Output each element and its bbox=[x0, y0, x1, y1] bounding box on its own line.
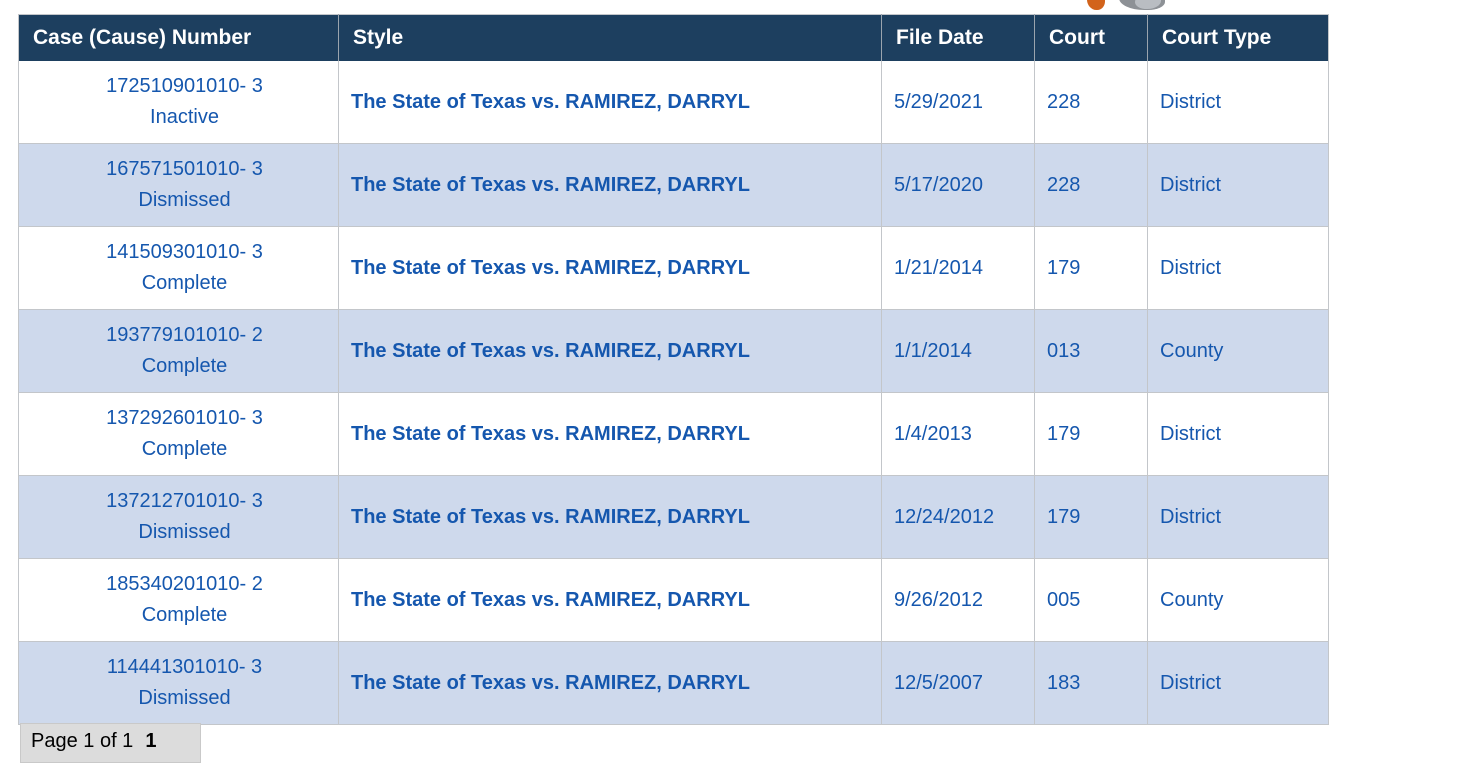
case-status-text: Complete bbox=[141, 355, 228, 377]
cell-case-number[interactable]: 137292601010- 3 Complete bbox=[18, 392, 339, 476]
cell-court-type: District bbox=[1147, 475, 1329, 559]
pagination-summary: Page 1 of 1 bbox=[31, 730, 134, 752]
pagination-current-page[interactable]: 1 bbox=[145, 730, 157, 752]
cell-file-date: 1/1/2014 bbox=[881, 309, 1035, 393]
case-status-text: Dismissed bbox=[138, 687, 231, 709]
cell-court: 013 bbox=[1034, 309, 1148, 393]
table-row[interactable]: 167571501010- 3 Dismissed The State of Tex… bbox=[18, 143, 1329, 227]
cell-court: 183 bbox=[1034, 641, 1148, 725]
cell-court: 228 bbox=[1034, 143, 1148, 227]
table-row[interactable]: 172510901010- 3 Inactive The State of Texa… bbox=[18, 61, 1329, 144]
table-header-row: Case (Cause) Number Style File Date Cour… bbox=[18, 14, 1329, 61]
case-search-results: Case (Cause) Number Style File Date Cour… bbox=[18, 14, 1329, 725]
cell-file-date: 9/26/2012 bbox=[881, 558, 1035, 642]
case-status-text: Complete bbox=[141, 438, 228, 460]
cell-court-type: District bbox=[1147, 641, 1329, 725]
site-logo-partial bbox=[1085, 0, 1181, 14]
cell-file-date: 5/29/2021 bbox=[881, 61, 1035, 144]
cell-file-date: 12/24/2012 bbox=[881, 475, 1035, 559]
cell-case-number[interactable]: 185340201010- 2 Complete bbox=[18, 558, 339, 642]
case-number-link[interactable]: 193779101010- 2 bbox=[106, 324, 263, 346]
table-row[interactable]: 193779101010- 2 Complete The State of Texa… bbox=[18, 309, 1329, 393]
cell-style[interactable]: The State of Texas vs. RAMIREZ, DARRYL bbox=[338, 475, 882, 559]
cell-case-number[interactable]: 193779101010- 2 Complete bbox=[18, 309, 339, 393]
logo-gray-highlight-icon bbox=[1135, 0, 1161, 9]
case-status-text: Inactive bbox=[150, 106, 219, 128]
cell-style[interactable]: The State of Texas vs. RAMIREZ, DARRYL bbox=[338, 641, 882, 725]
logo-orange-shape-icon bbox=[1087, 0, 1105, 10]
cell-court-type: District bbox=[1147, 226, 1329, 310]
cell-court: 228 bbox=[1034, 61, 1148, 144]
case-number-link[interactable]: 141509301010- 3 bbox=[106, 241, 263, 263]
cell-file-date: 1/21/2014 bbox=[881, 226, 1035, 310]
cell-court: 179 bbox=[1034, 226, 1148, 310]
cell-style[interactable]: The State of Texas vs. RAMIREZ, DARRYL bbox=[338, 558, 882, 642]
table-body: 172510901010- 3 Inactive The State of Texa… bbox=[18, 61, 1329, 725]
cell-file-date: 1/4/2013 bbox=[881, 392, 1035, 476]
cell-style[interactable]: The State of Texas vs. RAMIREZ, DARRYL bbox=[338, 309, 882, 393]
table-row[interactable]: 114441301010- 3 Dismissed The State of Tex… bbox=[18, 641, 1329, 725]
cell-court: 179 bbox=[1034, 392, 1148, 476]
cell-style[interactable]: The State of Texas vs. RAMIREZ, DARRYL bbox=[338, 61, 882, 144]
cell-court-type: County bbox=[1147, 558, 1329, 642]
logo-gray-shape-icon bbox=[1119, 0, 1165, 10]
table-row[interactable]: 137212701010- 3 Dismissed The State of Tex… bbox=[18, 475, 1329, 559]
table-header: Case (Cause) Number Style File Date Cour… bbox=[18, 14, 1329, 61]
column-header-file-date[interactable]: File Date bbox=[881, 14, 1035, 61]
case-status-text: Complete bbox=[141, 604, 228, 626]
case-results-table: Case (Cause) Number Style File Date Cour… bbox=[18, 14, 1329, 725]
cell-case-number[interactable]: 167571501010- 3 Dismissed bbox=[18, 143, 339, 227]
cell-style[interactable]: The State of Texas vs. RAMIREZ, DARRYL bbox=[338, 226, 882, 310]
column-header-court-type[interactable]: Court Type bbox=[1147, 14, 1329, 61]
cell-file-date: 12/5/2007 bbox=[881, 641, 1035, 725]
case-number-link[interactable]: 172510901010- 3 bbox=[106, 75, 263, 97]
cell-style[interactable]: The State of Texas vs. RAMIREZ, DARRYL bbox=[338, 143, 882, 227]
cell-case-number[interactable]: 141509301010- 3 Complete bbox=[18, 226, 339, 310]
column-header-case-number[interactable]: Case (Cause) Number bbox=[18, 14, 339, 61]
cell-court-type: District bbox=[1147, 143, 1329, 227]
table-row[interactable]: 141509301010- 3 Complete The State of Texa… bbox=[18, 226, 1329, 310]
cell-file-date: 5/17/2020 bbox=[881, 143, 1035, 227]
cell-court-type: District bbox=[1147, 392, 1329, 476]
cell-court: 005 bbox=[1034, 558, 1148, 642]
pagination-bar: Page 1 of 1 1 bbox=[20, 723, 201, 763]
cell-case-number[interactable]: 137212701010- 3 Dismissed bbox=[18, 475, 339, 559]
cell-court: 179 bbox=[1034, 475, 1148, 559]
cell-case-number[interactable]: 172510901010- 3 Inactive bbox=[18, 61, 339, 144]
case-number-link[interactable]: 137212701010- 3 bbox=[106, 490, 263, 512]
case-status-text: Dismissed bbox=[138, 189, 231, 211]
cell-court-type: County bbox=[1147, 309, 1329, 393]
cell-court-type: District bbox=[1147, 61, 1329, 144]
pagination-inner: Page 1 of 1 1 bbox=[21, 724, 200, 753]
case-number-link[interactable]: 185340201010- 2 bbox=[106, 573, 263, 595]
column-header-style[interactable]: Style bbox=[338, 14, 882, 61]
column-header-court[interactable]: Court bbox=[1034, 14, 1148, 61]
case-number-link[interactable]: 167571501010- 3 bbox=[106, 158, 263, 180]
case-status-text: Complete bbox=[141, 272, 228, 294]
case-status-text: Dismissed bbox=[138, 521, 231, 543]
case-number-link[interactable]: 114441301010- 3 bbox=[106, 656, 263, 678]
table-row[interactable]: 137292601010- 3 Complete The State of Texa… bbox=[18, 392, 1329, 476]
case-number-link[interactable]: 137292601010- 3 bbox=[106, 407, 263, 429]
table-row[interactable]: 185340201010- 2 Complete The State of Texa… bbox=[18, 558, 1329, 642]
cell-case-number[interactable]: 114441301010- 3 Dismissed bbox=[18, 641, 339, 725]
cell-style[interactable]: The State of Texas vs. RAMIREZ, DARRYL bbox=[338, 392, 882, 476]
